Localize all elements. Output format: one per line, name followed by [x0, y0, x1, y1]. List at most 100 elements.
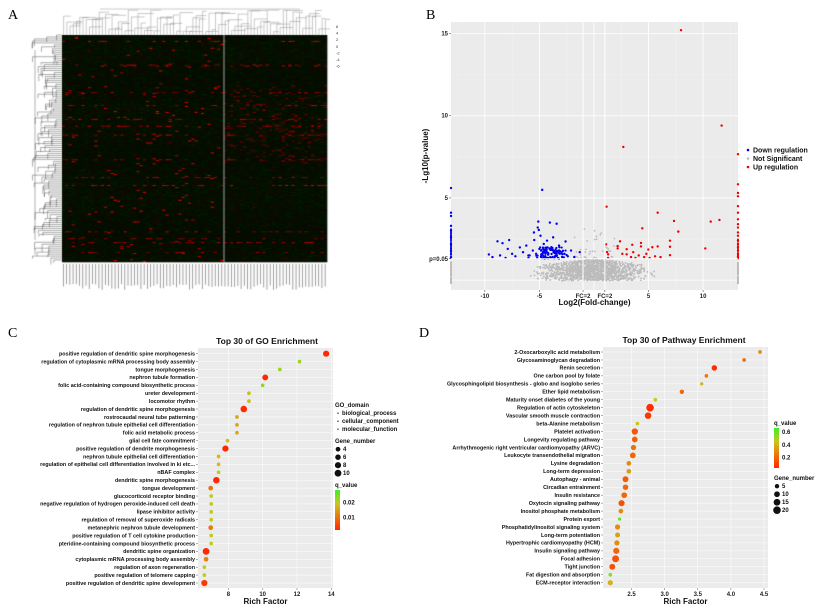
not-significant-point	[637, 275, 640, 278]
legend-marker	[337, 428, 339, 430]
not-significant-point	[637, 272, 640, 275]
term-label: regulation of dendritic spine morphogene…	[81, 407, 195, 413]
up-regulation-point	[629, 255, 633, 259]
not-significant-point	[600, 270, 602, 273]
not-significant-point	[588, 272, 591, 274]
not-significant-point	[632, 264, 635, 267]
not-significant-point	[595, 271, 598, 274]
not-significant-point	[622, 276, 625, 279]
down-regulation-point	[560, 246, 563, 249]
not-significant-point	[566, 273, 569, 276]
down-regulation-point	[510, 252, 514, 256]
not-significant-point	[624, 261, 627, 264]
not-significant-point	[643, 267, 646, 270]
down-regulation-point	[542, 251, 545, 254]
down-regulation-point	[487, 253, 491, 256]
down-regulation-points	[449, 186, 581, 260]
not-significant-point	[633, 277, 635, 280]
term-point	[297, 359, 302, 364]
down-regulation-point	[541, 188, 544, 192]
down-regulation-point	[550, 246, 553, 249]
not-significant-point	[591, 250, 594, 253]
not-significant-point	[580, 256, 582, 259]
colorbar-tick-label: 0.02	[343, 500, 355, 506]
not-significant-point	[628, 277, 631, 280]
up-regulation-point	[639, 245, 643, 248]
term-point	[614, 524, 621, 530]
x-tick-label: 4.0	[727, 592, 736, 598]
heatmap-legend-tick-label: 0	[336, 44, 339, 49]
term-point	[235, 430, 239, 435]
not-significant-point	[546, 275, 549, 277]
down-regulation-point	[506, 247, 509, 251]
term-point	[711, 365, 718, 371]
not-significant-point	[617, 271, 620, 274]
up-regulation-point	[656, 245, 659, 248]
not-significant-point	[631, 270, 634, 272]
term-point	[222, 445, 229, 452]
not-significant-point	[555, 271, 557, 274]
not-significant-point	[609, 250, 612, 253]
not-significant-point	[562, 267, 565, 270]
term-point	[225, 438, 230, 443]
up-regulation-point	[632, 250, 635, 254]
down-regulation-point	[525, 244, 528, 247]
not-significant-point	[450, 266, 452, 269]
not-significant-point	[643, 270, 645, 273]
up-regulation-point	[737, 251, 739, 253]
not-significant-point	[612, 267, 614, 270]
not-significant-point	[610, 262, 612, 265]
term-label: regulation of epithelial cell differenti…	[40, 462, 195, 468]
down-regulation-point	[551, 236, 555, 239]
term-label: nBAF complex	[157, 470, 195, 476]
term-label: regulation of removal of superoxide radi…	[81, 518, 195, 524]
up-regulation-point	[720, 124, 723, 127]
down-regulation-point	[542, 248, 546, 252]
term-label: tongue development	[142, 486, 195, 492]
not-significant-point	[601, 250, 604, 253]
legend-marker	[337, 412, 339, 414]
not-significant-point	[634, 269, 637, 272]
not-significant-point	[579, 276, 582, 278]
not-significant-point	[631, 272, 634, 274]
up-regulation-point	[605, 205, 608, 208]
not-significant-point	[619, 278, 622, 281]
not-significant-point	[450, 263, 452, 266]
term-point	[646, 403, 654, 412]
not-significant-point	[613, 273, 616, 275]
legend-size-marker	[334, 462, 342, 469]
up-regulation-point	[651, 246, 654, 249]
not-significant-point	[560, 264, 563, 267]
down-regulation-point	[545, 248, 548, 251]
not-significant-point	[618, 267, 621, 270]
not-significant-point	[631, 266, 634, 268]
term-point	[201, 579, 208, 587]
term-point	[209, 494, 214, 498]
not-significant-point	[591, 262, 594, 265]
not-significant-point	[608, 269, 611, 271]
not-significant-point	[549, 275, 552, 278]
term-label: negative regulation of hydrogen peroxide…	[40, 502, 195, 508]
not-significant-point	[573, 269, 576, 272]
not-significant-point	[615, 265, 618, 268]
not-significant-point	[555, 276, 557, 279]
not-significant-point	[653, 270, 655, 273]
term-point	[216, 470, 221, 475]
not-significant-point	[539, 274, 542, 277]
not-significant-point	[587, 270, 590, 273]
down-regulation-point	[518, 246, 522, 249]
not-significant-point	[538, 272, 540, 275]
not-significant-point	[589, 279, 592, 282]
not-significant-point	[579, 253, 582, 256]
not-significant-point	[603, 260, 605, 263]
plot-background	[603, 347, 768, 588]
down-regulation-point	[527, 254, 530, 257]
not-significant-point	[553, 263, 556, 266]
not-significant-point	[597, 267, 600, 270]
term-label: Insulin signaling pathway	[534, 549, 600, 555]
term-point	[608, 572, 613, 577]
not-significant-point	[626, 266, 629, 268]
term-point	[742, 358, 746, 362]
up-regulation-point	[653, 255, 657, 258]
x-tick-label: 5	[647, 294, 651, 300]
